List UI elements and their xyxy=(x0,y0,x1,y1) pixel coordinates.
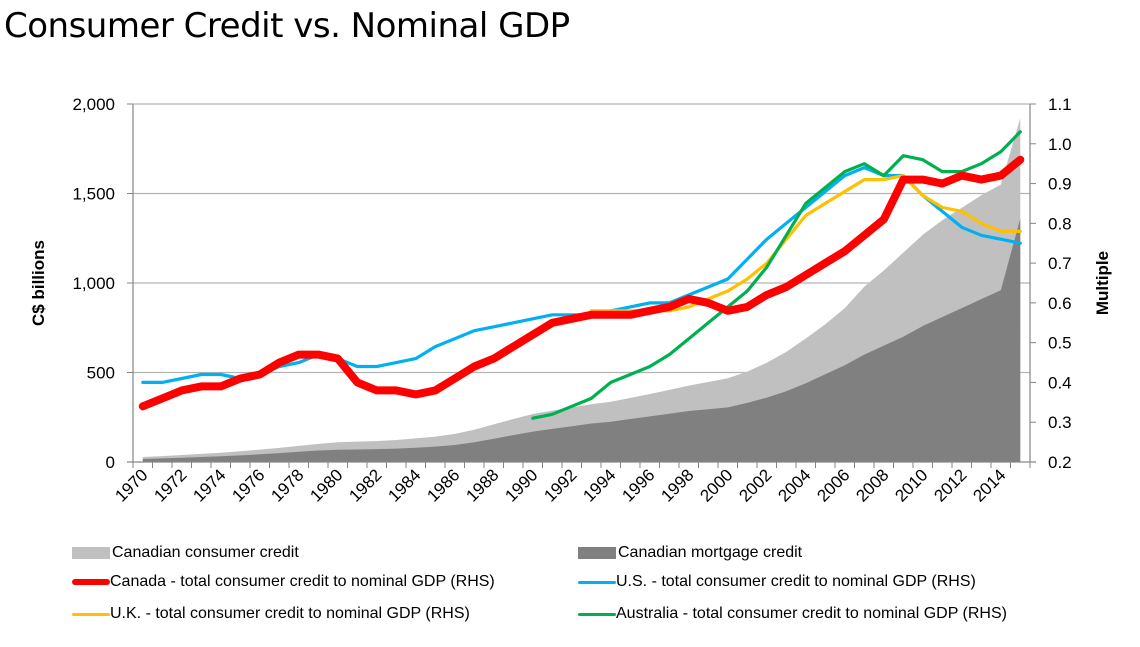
x-tick-label: 1970 xyxy=(111,465,151,505)
x-tick-label: 1988 xyxy=(462,465,502,505)
x-tick-label: 1990 xyxy=(501,465,541,505)
x-tick-label: 2006 xyxy=(813,465,853,505)
x-tick-label: 1986 xyxy=(423,465,463,505)
line-series xyxy=(138,130,1025,420)
y-axis-title: C$ billions xyxy=(29,240,48,326)
y-tick-label: 1,500 xyxy=(72,185,115,204)
y2-tick-label: 0.5 xyxy=(1048,334,1072,353)
y2-tick-label: 0.7 xyxy=(1048,254,1072,273)
x-tick-label: 1996 xyxy=(618,465,658,505)
x-tick-label: 2000 xyxy=(696,465,736,505)
y-tick-label: 500 xyxy=(87,364,115,383)
y-tick-label: 0 xyxy=(106,453,115,472)
x-tick-label: 2012 xyxy=(930,465,970,505)
x-tick-label: 1972 xyxy=(150,465,190,505)
y2-tick-label: 1.0 xyxy=(1048,135,1072,154)
x-tick-label: 2004 xyxy=(774,465,814,505)
x-tick-label: 1994 xyxy=(579,465,619,505)
y2-tick-label: 0.4 xyxy=(1048,373,1072,392)
y-tick-label: 2,000 xyxy=(72,95,115,114)
x-tick-label: 2014 xyxy=(969,465,1009,505)
y2-tick-label: 1.1 xyxy=(1048,95,1072,114)
line-canada xyxy=(138,155,1025,411)
x-tick-label: 2008 xyxy=(852,465,892,505)
x-tick-label: 2002 xyxy=(735,465,775,505)
x-tick-label: 1978 xyxy=(267,465,307,505)
y2-tick-label: 0.6 xyxy=(1048,294,1072,313)
x-tick-label: 1976 xyxy=(228,465,268,505)
y2-tick-label: 0.2 xyxy=(1048,453,1072,472)
y2-axis-title: Multiple xyxy=(1093,251,1112,315)
x-tick-label: 1974 xyxy=(189,465,229,505)
x-tick-label: 1982 xyxy=(345,465,385,505)
x-tick-label: 1992 xyxy=(540,465,580,505)
area-canadian-mortgage-credit xyxy=(142,218,1021,462)
x-tick-label: 1998 xyxy=(657,465,697,505)
x-tick-label: 2010 xyxy=(891,465,931,505)
area-canadian-consumer-credit xyxy=(142,118,1021,463)
y2-tick-label: 0.9 xyxy=(1048,175,1072,194)
chart-title: Consumer Credit vs. Nominal GDP xyxy=(4,6,570,46)
x-tick-label: 1984 xyxy=(384,465,424,505)
line-australia xyxy=(531,130,1022,420)
x-tick-label: 1980 xyxy=(306,465,346,505)
y2-tick-label: 0.3 xyxy=(1048,413,1072,432)
y-tick-label: 1,000 xyxy=(72,274,115,293)
y2-tick-label: 0.8 xyxy=(1048,214,1072,233)
area-series xyxy=(142,118,1021,463)
